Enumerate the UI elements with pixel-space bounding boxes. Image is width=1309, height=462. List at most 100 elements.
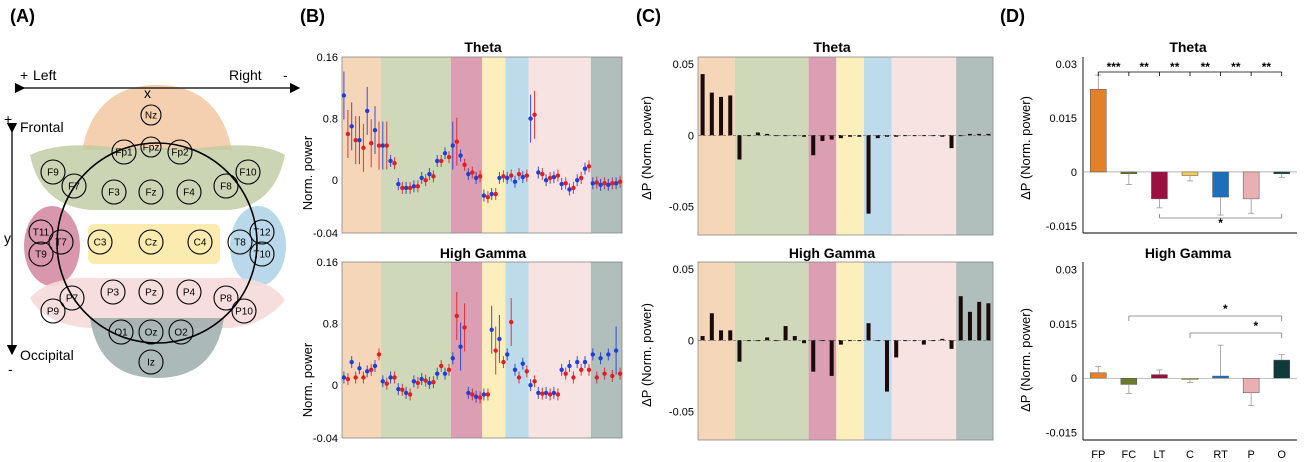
bar <box>986 133 991 136</box>
data-point <box>458 344 463 349</box>
bar <box>838 340 843 345</box>
bar <box>802 135 807 137</box>
bar <box>884 135 889 137</box>
data-point <box>516 171 522 177</box>
b-gamma-ylabel: Norm. power <box>300 342 315 417</box>
data-point <box>407 185 413 191</box>
data-point <box>388 158 393 164</box>
ytick-label: 0 <box>332 175 338 187</box>
data-point <box>543 178 549 183</box>
bar <box>884 340 889 392</box>
region-frontal-central <box>30 145 285 210</box>
ytick-label: -0.05 <box>669 202 694 214</box>
bar <box>737 340 742 362</box>
data-point <box>559 181 564 187</box>
electrode-t12 <box>249 219 275 245</box>
region-band-P <box>528 262 591 438</box>
data-point <box>505 352 510 357</box>
data-point <box>489 191 494 197</box>
region-band-P <box>891 57 957 235</box>
bar <box>912 135 917 137</box>
electrode-p9 <box>40 298 66 324</box>
ytick-label: 0.015 <box>1049 319 1077 331</box>
data-point <box>613 181 619 186</box>
electrode-label-p10: P10 <box>235 307 253 318</box>
electrode-label-t9: T9 <box>35 250 47 261</box>
bar <box>986 303 991 341</box>
significance-stars: ** <box>1231 60 1241 74</box>
region-band-LT <box>450 262 482 438</box>
data-point <box>361 145 366 151</box>
data-point <box>493 348 498 353</box>
bar-C <box>1181 171 1199 176</box>
data-point <box>372 363 378 369</box>
bar <box>958 296 963 341</box>
bar <box>848 135 853 137</box>
bar <box>820 340 825 342</box>
label-right: Right <box>229 67 262 83</box>
ytick-label: 0.015 <box>1049 113 1077 125</box>
data-point <box>400 185 405 191</box>
bar <box>940 338 945 341</box>
d-gamma-ylabel: ΔP (Norm. power) <box>1018 308 1033 412</box>
data-point <box>559 367 564 372</box>
bar <box>903 135 908 137</box>
data-point <box>547 392 553 397</box>
data-point <box>423 378 428 383</box>
region-band-FC <box>380 57 451 233</box>
electrode-t10 <box>249 241 275 267</box>
electrode-label-p7: P7 <box>66 294 79 305</box>
data-point <box>396 181 401 187</box>
region-band-FC <box>734 57 809 235</box>
xtick-label-FP: FP <box>1091 449 1105 461</box>
bar <box>977 301 982 341</box>
bar-P <box>1242 377 1260 394</box>
data-point <box>582 166 588 171</box>
data-point <box>606 182 611 188</box>
bar <box>866 323 871 341</box>
data-point <box>419 376 424 382</box>
data-point <box>602 181 607 186</box>
significance-star: * <box>1223 302 1228 316</box>
electrode-t11 <box>28 219 54 245</box>
data-point <box>524 173 529 178</box>
data-point <box>470 170 475 175</box>
electrode-label-pz: Pz <box>145 288 157 299</box>
data-point <box>400 387 405 393</box>
electrode-fp1 <box>111 139 137 165</box>
bar <box>921 135 926 137</box>
bar <box>829 340 834 376</box>
bar <box>931 340 936 342</box>
plot-frame <box>697 261 994 441</box>
electrode-nz <box>140 104 162 126</box>
data-point <box>466 171 471 177</box>
electrode-label-f9: F9 <box>47 168 59 179</box>
electrode-f9 <box>40 159 66 185</box>
ytick-label: 0 <box>332 380 338 392</box>
electrode-group: Nz Fpz Fp1 Fp2 F9 F7 F3 Fz F4 F8 F10 T11 T7 T9 C3 Cz C4 T… <box>28 104 275 375</box>
data-point <box>598 356 603 361</box>
xtick-label-FC: FC <box>1122 449 1137 461</box>
electrode-f7 <box>61 173 87 199</box>
data-point <box>470 392 475 397</box>
data-point <box>442 371 448 376</box>
data-point <box>617 371 623 376</box>
region-occipital <box>90 318 224 378</box>
bar-FC <box>1120 171 1138 174</box>
data-point <box>528 116 533 121</box>
bar <box>866 135 871 214</box>
electrode-label-o2: O2 <box>174 328 188 339</box>
data-point <box>520 174 525 180</box>
bar <box>700 74 705 136</box>
region-central <box>88 224 220 264</box>
bar <box>765 133 770 136</box>
data-point <box>384 381 389 386</box>
electrode-label-fp2: Fp2 <box>171 148 189 159</box>
bar <box>755 340 760 342</box>
data-point <box>396 386 401 392</box>
electrode-label-f10: F10 <box>239 168 257 179</box>
region-band-P <box>891 262 957 440</box>
data-point <box>543 390 549 396</box>
bar <box>894 135 899 137</box>
